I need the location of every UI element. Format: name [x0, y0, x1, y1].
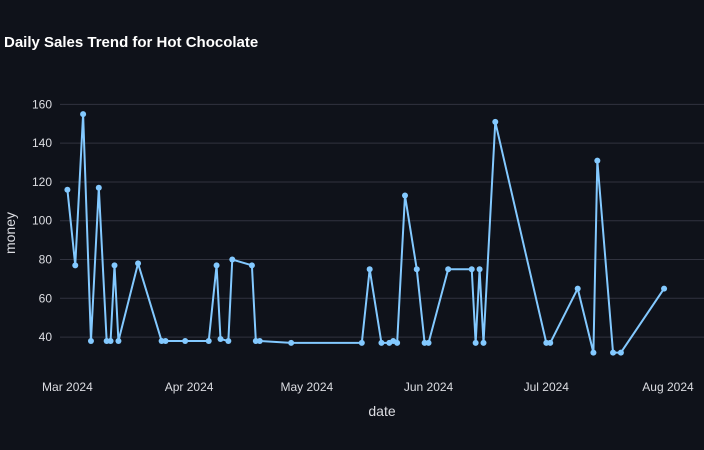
data-point: [107, 337, 114, 344]
data-point: [547, 339, 554, 346]
data-point: [115, 337, 122, 344]
y-tick-labels: 40 60 80 100 120 140 160: [32, 97, 52, 344]
data-point: [162, 337, 169, 344]
data-point: [492, 118, 499, 125]
data-point: [594, 157, 601, 164]
data-point: [378, 339, 385, 346]
data-point: [480, 339, 487, 346]
data-point: [225, 337, 232, 344]
series-line: [66, 113, 665, 354]
data-point: [217, 336, 224, 343]
data-point: [617, 349, 624, 356]
x-tick-label: Aug 2024: [642, 380, 694, 394]
y-tick-label: 60: [39, 291, 53, 305]
chart-title: Daily Sales Trend for Hot Chocolate: [4, 34, 259, 51]
data-point: [366, 266, 373, 273]
data-point: [476, 266, 483, 273]
data-point: [182, 337, 189, 344]
data-point: [95, 184, 102, 191]
data-point: [248, 262, 255, 269]
y-tick-label: 160: [32, 97, 52, 111]
data-point: [574, 285, 581, 292]
data-point: [358, 339, 365, 346]
y-tick-label: 120: [32, 175, 52, 189]
data-point: [87, 337, 94, 344]
x-axis-title: date: [368, 403, 395, 419]
data-point: [401, 192, 408, 199]
data-point: [445, 266, 452, 273]
y-tick-label: 140: [32, 136, 52, 150]
data-point: [111, 262, 118, 269]
data-point: [661, 285, 668, 292]
data-point: [80, 111, 87, 118]
y-tick-label: 40: [39, 330, 53, 344]
data-point: [135, 260, 142, 267]
data-point: [394, 339, 401, 346]
data-point: [590, 349, 597, 356]
data-point: [472, 339, 479, 346]
x-tick-label: Jun 2024: [404, 380, 454, 394]
grid-layer: [60, 103, 704, 338]
data-point: [72, 262, 79, 269]
data-point: [288, 339, 295, 346]
x-tick-label: Mar 2024: [42, 380, 93, 394]
data-point: [64, 186, 71, 193]
data-point: [468, 266, 475, 273]
y-tick-label: 80: [39, 253, 53, 267]
x-tick-label: Jul 2024: [524, 380, 570, 394]
points-layer: [64, 111, 668, 356]
data-point: [205, 337, 212, 344]
data-point: [425, 339, 432, 346]
data-point: [413, 266, 420, 273]
data-point: [256, 337, 263, 344]
x-tick-labels: Mar 2024 Apr 2024 May 2024 Jun 2024 Jul 2024…: [42, 380, 694, 394]
data-point: [213, 262, 220, 269]
data-point: [610, 349, 617, 356]
x-tick-label: May 2024: [281, 380, 334, 394]
x-tick-label: Apr 2024: [165, 380, 214, 394]
data-point: [229, 256, 236, 263]
series-layer: [66, 113, 665, 354]
y-axis-title: money: [2, 212, 18, 254]
y-tick-label: 100: [32, 214, 52, 228]
